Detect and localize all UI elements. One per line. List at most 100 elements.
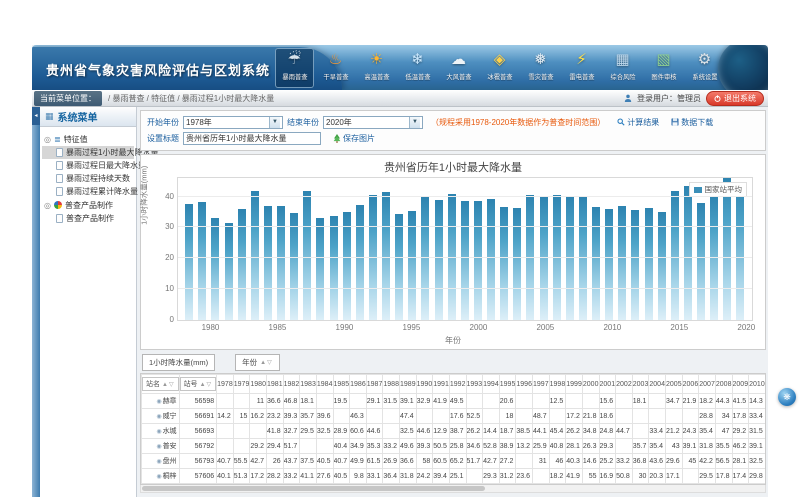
toolbar-item-high-temp[interactable]: ☀ 高温普查 [357, 48, 396, 88]
sidebar-group-label: 普查产品制作 [64, 200, 113, 210]
filter-panel: 开始年份 1978年 ▼ 结束年份 2020年 ▼ （规程采用1978-2020… [140, 110, 766, 151]
station-name-cell[interactable]: ◉水城 [141, 423, 180, 439]
year-header[interactable]: 2003 [631, 374, 650, 394]
toolbar-item-drought[interactable]: ♨ 干旱普查 [316, 48, 355, 88]
year-header[interactable]: 2006 [681, 374, 700, 394]
year-header[interactable]: 1997 [532, 374, 550, 394]
year-header[interactable]: 1986 [349, 374, 367, 394]
sidebar-group-2[interactable]: ◎ 普查产品制作 [42, 198, 134, 212]
toolbar-item-snow[interactable]: ❅ 雪灾普查 [521, 48, 560, 88]
toolbar-item-rainstorm[interactable]: ☔ 暴雨普查 [275, 48, 314, 88]
value-cell: 29.1 [365, 393, 384, 409]
year-header[interactable]: 1980 [249, 374, 267, 394]
station-name-header[interactable]: 站名 ▲▽ [141, 374, 180, 394]
year-header[interactable]: 2007 [698, 374, 716, 394]
year-header[interactable]: 1999 [565, 374, 583, 394]
year-header[interactable]: 2009 [731, 374, 750, 394]
logout-button[interactable]: 退出系统 [706, 90, 764, 106]
expand-row-icon[interactable]: ◉ [156, 414, 162, 420]
table-row: ◉赫章 56598 11 36.6 46.8 18.1 19.5 29.1 31.5 39.1 32… [141, 393, 765, 409]
station-name-cell[interactable]: ◉普安 [141, 438, 180, 454]
toolbar-item-risk-grid[interactable]: ▦ 综合风险 [603, 48, 642, 88]
column-field-box[interactable]: 年份 ▲▽ [235, 354, 280, 371]
sidebar-item[interactable]: 暴雨过程日最大降水量 [42, 159, 146, 172]
expand-row-icon[interactable]: ◉ [156, 459, 162, 465]
year-header[interactable]: 2010 [748, 374, 765, 394]
year-header[interactable]: 2004 [648, 374, 666, 394]
station-id-header[interactable]: 站号 ▲▽ [178, 374, 218, 394]
sidebar-item[interactable]: 暴雨过程持续天数 [42, 172, 134, 185]
toolbar-item-lightning[interactable]: ⚡ 雷电普查 [562, 48, 601, 88]
start-year-select[interactable]: 1978年 ▼ [183, 115, 283, 129]
sidebar-collapse-button[interactable]: ◂ [32, 107, 40, 125]
toolbar-item-wind[interactable]: ☁ 大风普查 [439, 48, 478, 88]
value-cell: 48.7 [532, 408, 550, 424]
year-header[interactable]: 2001 [598, 374, 617, 394]
year-header[interactable]: 1988 [382, 374, 400, 394]
horizontal-scrollbar[interactable] [140, 485, 766, 493]
expand-row-icon[interactable]: ◉ [156, 429, 162, 435]
value-cell: 38.5 [515, 423, 533, 439]
value-cell: 24.2 [415, 468, 434, 484]
year-header[interactable]: 2008 [714, 374, 733, 394]
station-name-cell[interactable]: ◉赫章 [141, 393, 180, 409]
sidebar-item[interactable]: 暴雨过程1小时最大降水量 [42, 146, 158, 159]
year-header[interactable]: 1992 [448, 374, 467, 394]
sort-icons[interactable]: ▲▽ [260, 360, 273, 366]
station-name-cell[interactable]: ◉盘州 [141, 453, 180, 469]
year-header[interactable]: 2011 [764, 374, 765, 394]
sidebar-item[interactable]: 暴雨过程累计降水量 [42, 185, 138, 198]
value-cell: 28.9 [332, 423, 351, 439]
year-header[interactable]: 1994 [482, 374, 500, 394]
sort-icons[interactable]: ▲▽ [162, 381, 175, 388]
value-cell: 14.4 [482, 423, 500, 439]
year-header[interactable]: 1983 [299, 374, 317, 394]
value-cell: 28.2 [266, 468, 284, 484]
value-cell: 31.4 [764, 408, 765, 424]
measure-field-box[interactable]: 1小时降水量(mm) [142, 354, 216, 371]
year-header[interactable]: 2005 [665, 374, 683, 394]
year-header[interactable]: 1995 [498, 374, 517, 394]
year-header[interactable]: 1978 [216, 374, 234, 394]
year-header[interactable]: 1998 [548, 374, 567, 394]
toolbar-item-low-temp[interactable]: ❄ 低温普查 [398, 48, 437, 88]
year-header[interactable]: 1979 [232, 374, 251, 394]
year-header[interactable]: 1987 [365, 374, 384, 394]
toolbar-item-map-review[interactable]: ▧ 图件审核 [644, 48, 683, 88]
expand-row-icon[interactable]: ◉ [156, 444, 162, 450]
chart-title-input[interactable]: 贵州省历年1小时最大降水量 [183, 131, 321, 145]
download-data-button[interactable]: 数据下载 [671, 117, 713, 128]
toolbar-item-hail[interactable]: ◈ 冰雹普查 [480, 48, 519, 88]
sidebar-header: ▦ 系统菜单 [40, 107, 136, 127]
year-header[interactable]: 1982 [282, 374, 301, 394]
station-name-cell[interactable]: ◉威宁 [141, 408, 180, 424]
save-image-button[interactable]: 保存图片 [333, 133, 375, 144]
floating-widget-icon[interactable]: ❋ [778, 388, 796, 406]
year-header[interactable]: 1993 [465, 374, 484, 394]
year-header[interactable]: 1984 [315, 374, 334, 394]
scrollbar-thumb[interactable] [142, 486, 486, 491]
year-header[interactable]: 2000 [581, 374, 600, 394]
value-cell: 43 [665, 438, 683, 454]
year-header[interactable]: 1989 [399, 374, 417, 394]
station-name-cell[interactable]: ◉桐梓 [141, 468, 180, 484]
year-header[interactable]: 2002 [615, 374, 633, 394]
value-cell: 49.5 [448, 393, 467, 409]
expand-row-icon[interactable]: ◉ [156, 474, 162, 480]
value-cell: 14.3 [748, 393, 765, 409]
expand-row-icon[interactable]: ◉ [156, 399, 162, 405]
expander-icon[interactable]: ◎ [44, 134, 51, 144]
year-header[interactable]: 1996 [515, 374, 533, 394]
year-header[interactable]: 1985 [332, 374, 351, 394]
toolbar-item-settings[interactable]: ⚙ 系统设置 [685, 48, 724, 88]
year-header[interactable]: 1991 [432, 374, 450, 394]
year-header[interactable]: 1981 [266, 374, 284, 394]
sort-icons[interactable]: ▲▽ [199, 381, 213, 388]
expander-icon[interactable]: ◎ [44, 200, 51, 210]
x-tick-label: 2020 [737, 323, 756, 332]
year-header[interactable]: 1990 [415, 374, 434, 394]
end-year-select[interactable]: 2020年 ▼ [323, 115, 423, 129]
sidebar-group-1[interactable]: ◎ ≣ 特征值 [42, 132, 134, 146]
calculate-button[interactable]: 计算结果 [617, 117, 659, 128]
sidebar-item[interactable]: 普查产品制作 [42, 212, 134, 225]
